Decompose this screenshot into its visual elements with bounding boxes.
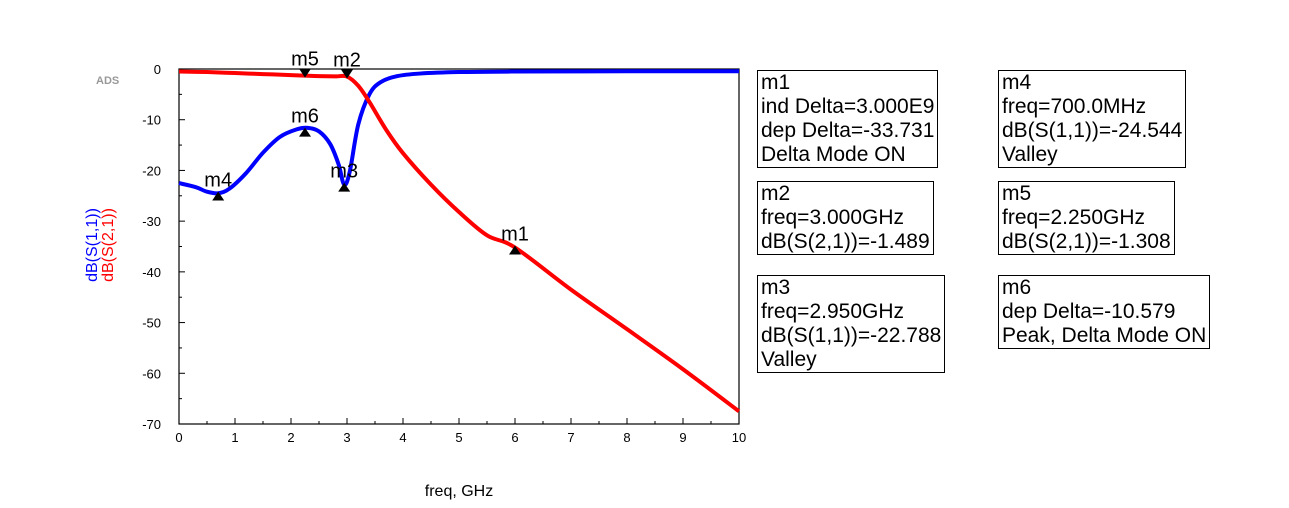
x-tick-label: 8 xyxy=(623,430,630,445)
y-tick-label: -20 xyxy=(142,163,161,178)
y-tick-label: -70 xyxy=(142,417,161,432)
marker-box-line: dB(S(2,1))=-1.489 xyxy=(761,230,930,253)
marker-layer: m1 m2 m3 m4 m5 m6 xyxy=(204,49,529,255)
marker-box-line: dB(S(1,1))=-22.788 xyxy=(761,324,942,347)
marker-box-line: dB(S(1,1))=-24.544 xyxy=(1002,119,1183,142)
marker-m3-label: m3 xyxy=(330,161,358,183)
plot-border xyxy=(178,68,740,425)
marker-box-line: Peak, Delta Mode ON xyxy=(1002,324,1207,347)
marker-m1-label: m1 xyxy=(501,224,529,246)
marker-box-line: freq=700.0MHz xyxy=(1002,95,1147,118)
marker-box-m6[interactable]: m6 dep Delta=-10.579 Peak, Delta Mode ON xyxy=(998,275,1211,349)
series-layer xyxy=(178,69,741,413)
marker-box-line: Delta Mode ON xyxy=(761,143,906,166)
series-line-s21 xyxy=(178,69,741,413)
marker-box-m4[interactable]: m4 freq=700.0MHz dB(S(1,1))=-24.544 Vall… xyxy=(998,70,1187,168)
marker-box-line: freq=3.000GHz xyxy=(761,206,905,229)
marker-box-line: freq=2.950GHz xyxy=(761,300,905,323)
y-axis-label-s21: dB(S(2,1)) xyxy=(100,208,117,282)
marker-m5-triangle xyxy=(299,68,311,78)
y-axis-label-s11: dB(S(1,1)) xyxy=(84,208,101,282)
marker-box-line: Valley xyxy=(1002,143,1058,166)
x-tick-label: 4 xyxy=(399,430,406,445)
marker-box-m1[interactable]: m1 ind Delta=3.000E9 dep Delta=-33.731 D… xyxy=(757,70,939,168)
x-tick-label: 5 xyxy=(455,430,462,445)
y-tick-label: -10 xyxy=(142,113,161,128)
marker-m2-triangle xyxy=(341,69,353,79)
y-tick-label: -30 xyxy=(142,214,161,229)
x-tick-label: 0 xyxy=(175,430,182,445)
ads-label: ADS xyxy=(96,75,119,87)
marker-box-line: m4 xyxy=(1002,71,1032,94)
x-tick-label: 10 xyxy=(732,430,746,445)
marker-m3-triangle xyxy=(338,182,351,192)
marker-box-m5[interactable]: m5 freq=2.250GHz dB(S(2,1))=-1.308 xyxy=(998,181,1175,255)
marker-m6-label: m6 xyxy=(291,106,319,128)
x-tick-label: 1 xyxy=(231,430,238,445)
y-tick-label: -50 xyxy=(142,316,161,331)
marker-box-line: m5 xyxy=(1002,182,1032,205)
x-tick-label: 9 xyxy=(679,430,686,445)
x-tick-label: 6 xyxy=(511,430,518,445)
marker-box-line: dB(S(2,1))=-1.308 xyxy=(1002,230,1171,253)
plot-frame xyxy=(178,68,740,425)
marker-box-line: Valley xyxy=(761,348,817,371)
marker-box-m2[interactable]: m2 freq=3.000GHz dB(S(2,1))=-1.489 xyxy=(757,181,934,255)
x-tick-label: 7 xyxy=(567,430,574,445)
marker-box-line: m3 xyxy=(761,276,791,299)
y-axis-title: dB(S(1,1)) dB(S(2,1)) xyxy=(84,208,117,282)
marker-box-line: freq=2.250GHz xyxy=(1002,206,1146,229)
marker-box-line: dep Delta=-10.579 xyxy=(1002,300,1176,323)
marker-box-line: m1 xyxy=(761,71,791,94)
marker-box-line: m6 xyxy=(1002,276,1032,299)
marker-box-line: dep Delta=-33.731 xyxy=(761,119,935,142)
marker-box-m3[interactable]: m3 freq=2.950GHz dB(S(1,1))=-22.788 Vall… xyxy=(757,275,946,373)
y-tick-label: 0 xyxy=(154,62,161,77)
marker-m6-triangle xyxy=(299,127,311,137)
y-tick-label: -40 xyxy=(142,265,161,280)
series-line-s11 xyxy=(178,69,740,196)
marker-m2-label: m2 xyxy=(333,50,361,72)
marker-m4-label: m4 xyxy=(204,169,232,191)
x-tick-label: 3 xyxy=(343,430,350,445)
marker-box-line: ind Delta=3.000E9 xyxy=(761,95,935,118)
marker-m4-triangle xyxy=(212,191,225,201)
marker-m1-triangle xyxy=(509,245,521,255)
x-tick-label: 2 xyxy=(287,430,294,445)
tick-labels: 0 1 2 3 4 5 6 7 8 9 10 0 -10 -20 -30 -40 -50 -60 -70 xyxy=(142,62,746,445)
y-tick-label: -60 xyxy=(142,366,161,381)
marker-box-line: m2 xyxy=(761,182,791,205)
marker-m5-label: m5 xyxy=(291,49,319,71)
x-axis-label: freq, GHz xyxy=(425,483,493,500)
